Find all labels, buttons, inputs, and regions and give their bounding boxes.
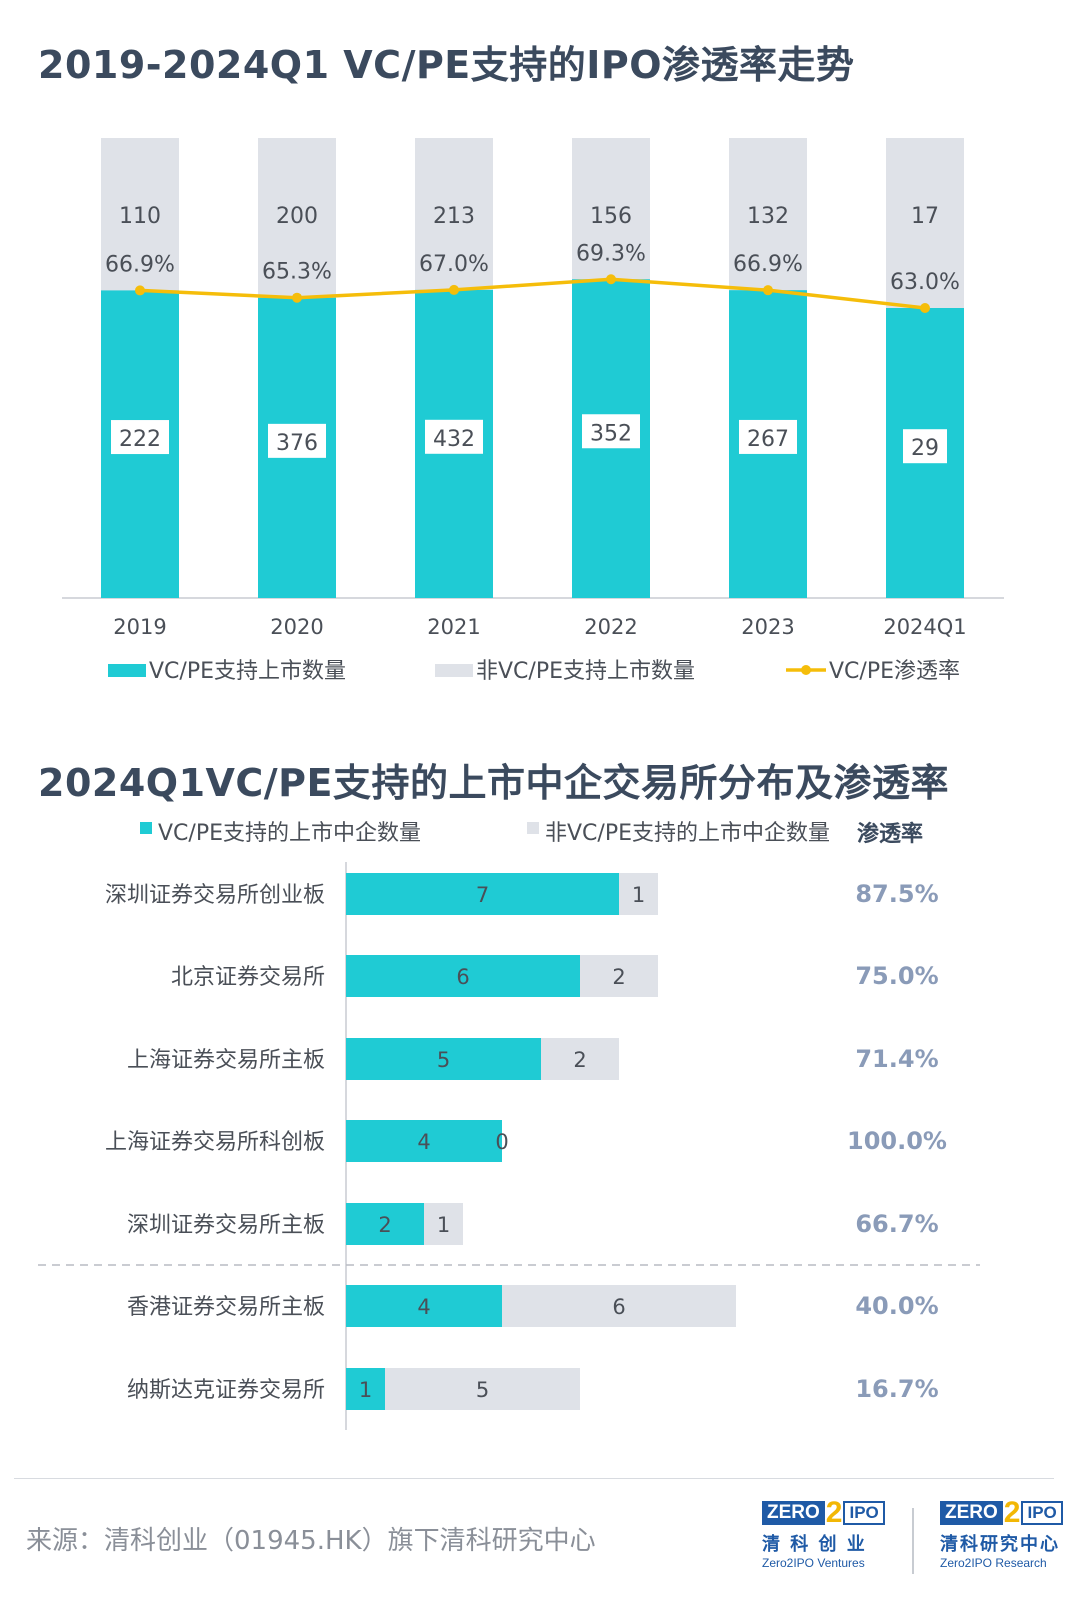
label-vcpe: 432 xyxy=(433,427,475,452)
bar-non-vcpe xyxy=(619,873,658,915)
label-non-vcpe: 6 xyxy=(612,1295,625,1319)
line-point xyxy=(920,303,930,313)
label-vcpe: 29 xyxy=(911,436,939,461)
label-non-vcpe: 0 xyxy=(495,1130,508,1154)
bar-vcpe xyxy=(346,1368,385,1410)
bar-non-vcpe xyxy=(385,1368,580,1410)
label-box-vcpe xyxy=(582,414,640,449)
category-label: 纳斯达克证券交易所 xyxy=(127,1378,325,1403)
legend-label-vcpe: VC/PE支持上市数量 xyxy=(149,659,346,684)
bar-vcpe xyxy=(346,1203,424,1245)
label-box-vcpe xyxy=(425,419,483,454)
legend-label-non-vcpe: 非VC/PE支持的上市中企数量 xyxy=(545,821,830,846)
source-note: 来源：清科创业（01945.HK）旗下清科研究中心 xyxy=(26,1526,596,1556)
legend-label-non-vcpe: 非VC/PE支持上市数量 xyxy=(476,659,695,684)
legend-swatch-vcpe xyxy=(108,664,146,677)
label-non-vcpe: 5 xyxy=(476,1378,489,1402)
rate-value: 66.7% xyxy=(855,1210,938,1238)
label-vcpe: 267 xyxy=(747,427,789,452)
label-non-vcpe: 2 xyxy=(612,965,625,989)
legend-label-vcpe: VC/PE支持的上市中企数量 xyxy=(158,821,421,846)
category-label: 香港证券交易所主板 xyxy=(127,1295,325,1320)
label-rate: 66.9% xyxy=(733,252,803,277)
logo-separator xyxy=(912,1508,914,1574)
x-tick-label: 2020 xyxy=(270,615,323,639)
x-tick-label: 2022 xyxy=(584,615,637,639)
label-rate: 69.3% xyxy=(576,241,646,266)
rate-header: 渗透率 xyxy=(857,821,923,847)
legend-label-rate: VC/PE渗透率 xyxy=(829,659,960,684)
legend-swatch-non-vcpe xyxy=(527,822,539,834)
legend-swatch-rate-dot xyxy=(801,665,811,675)
label-non-vcpe: 110 xyxy=(119,204,161,229)
label-vcpe: 4 xyxy=(417,1295,430,1319)
bar-non-vcpe xyxy=(502,1285,736,1327)
rate-value: 40.0% xyxy=(855,1292,938,1320)
legend-swatch-vcpe xyxy=(140,822,152,834)
line-point xyxy=(606,274,616,285)
line-point xyxy=(449,284,459,295)
footer-divider xyxy=(14,1478,1054,1479)
category-label: 深圳证券交易所创业板 xyxy=(105,883,325,908)
label-non-vcpe: 213 xyxy=(433,204,475,229)
label-non-vcpe: 1 xyxy=(437,1213,450,1237)
label-vcpe: 2 xyxy=(378,1213,391,1237)
bar-vcpe xyxy=(346,873,619,915)
bar-vcpe xyxy=(346,1285,502,1327)
chart-title-exchange: 2024Q1VC/PE支持的上市中企交易所分布及渗透率 xyxy=(38,761,949,805)
label-box-vcpe xyxy=(739,419,797,454)
exchange-chart: VC/PE支持的上市中企数量 非VC/PE支持的上市中企数量 渗透率深圳证券交易所创… xyxy=(38,821,980,1430)
bar-non-vcpe xyxy=(541,1038,619,1080)
legend-swatch-non-vcpe xyxy=(435,664,473,677)
rate-value: 75.0% xyxy=(855,962,938,990)
label-vcpe: 7 xyxy=(476,883,489,907)
label-vcpe: 4 xyxy=(417,1130,430,1154)
bar-non-vcpe xyxy=(580,955,658,997)
line-point xyxy=(763,285,773,296)
x-tick-label: 2023 xyxy=(741,615,794,639)
bar-vcpe xyxy=(346,1038,541,1080)
label-box-vcpe xyxy=(111,420,169,455)
category-label: 深圳证券交易所主板 xyxy=(127,1213,325,1238)
bar-vcpe xyxy=(346,1120,502,1162)
label-non-vcpe: 1 xyxy=(632,883,645,907)
label-vcpe: 222 xyxy=(119,427,161,452)
rate-value: 100.0% xyxy=(847,1127,947,1155)
label-non-vcpe: 132 xyxy=(747,204,789,229)
label-vcpe: 5 xyxy=(437,1048,450,1072)
label-rate: 65.3% xyxy=(262,260,332,285)
rate-value: 87.5% xyxy=(855,880,938,908)
bar-non-vcpe xyxy=(424,1203,463,1245)
label-rate: 66.9% xyxy=(105,252,175,277)
label-rate: 63.0% xyxy=(890,270,960,295)
bar-vcpe xyxy=(346,955,580,997)
label-non-vcpe: 156 xyxy=(590,204,632,229)
label-box-vcpe xyxy=(903,429,947,464)
zero2ipo-research-logo: ZERO 2 IPO 清科研究中心 Zero2IPO Research xyxy=(940,1498,1063,1570)
label-non-vcpe: 200 xyxy=(276,204,318,229)
chart-title-trend: 2019-2024Q1 VC/PE支持的IPO渗透率走势 xyxy=(38,43,855,87)
category-label: 上海证券交易所主板 xyxy=(127,1048,325,1073)
label-box-vcpe xyxy=(268,423,326,458)
line-penetration-rate xyxy=(139,277,926,310)
label-vcpe: 352 xyxy=(590,421,632,446)
label-rate: 67.0% xyxy=(419,252,489,277)
rate-value: 16.7% xyxy=(855,1375,938,1403)
label-non-vcpe: 17 xyxy=(911,204,939,229)
trend-chart: 110 66.9% 222 2019 200 65.3% 376 2020 213 67.0% 43… xyxy=(62,138,1004,684)
category-label: 上海证券交易所科创板 xyxy=(105,1130,325,1155)
label-vcpe: 376 xyxy=(276,431,318,456)
zero2ipo-ventures-logo: ZERO 2 IPO 清 科 创 业 Zero2IPO Ventures xyxy=(762,1498,885,1570)
line-point xyxy=(135,285,145,296)
category-label: 北京证券交易所 xyxy=(171,965,325,990)
label-non-vcpe: 2 xyxy=(573,1048,586,1072)
rate-value: 71.4% xyxy=(855,1045,938,1073)
label-vcpe: 1 xyxy=(359,1378,372,1402)
x-tick-label: 2024Q1 xyxy=(883,615,966,639)
x-tick-label: 2021 xyxy=(427,615,480,639)
x-tick-label: 2019 xyxy=(113,615,166,639)
label-vcpe: 6 xyxy=(456,965,469,989)
line-point xyxy=(292,292,302,303)
